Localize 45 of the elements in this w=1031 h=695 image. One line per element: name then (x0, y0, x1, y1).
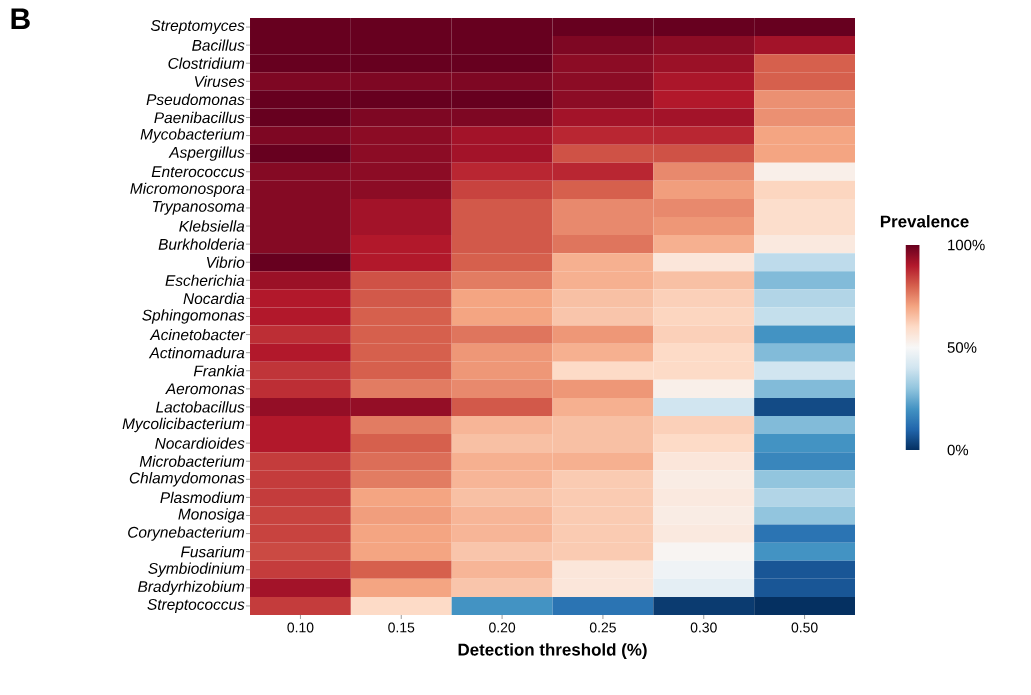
x-axis-title: Detection threshold (%) (458, 643, 647, 660)
y-tick-label: Acinetobacter (149, 328, 246, 341)
y-tick-label: Pseudomonas (146, 93, 245, 106)
y-tick-label: Mycolicibacterium (122, 417, 245, 433)
y-tick-label: Frankia (193, 365, 245, 377)
x-tick-label: 0.25 (589, 622, 616, 633)
y-tick-label: Symbiodinium (148, 562, 245, 577)
color-bar-label: 50% (947, 342, 977, 353)
text: B (11, 8, 30, 30)
y-tick-label: Monosiga (178, 508, 245, 523)
y-tick-label: Enterococcus (151, 166, 245, 178)
y-tick-label: Actinomadura (148, 347, 245, 359)
y-tick-label: Plasmodium (160, 491, 245, 504)
y-tick-label: Chlamydomonas (129, 472, 245, 487)
y-tick-label: Streptomyces (150, 20, 245, 35)
y-tick-label: Nocardioides (155, 437, 245, 449)
y-tick-label: Clostridium (168, 57, 245, 69)
y-tick-label: Escherichia (165, 274, 245, 286)
y-tick-label: Mycobacterium (140, 128, 245, 143)
y-tick-label: Fusarium (180, 546, 245, 558)
color-bar-title: Prevalence (880, 215, 969, 228)
x-tick-label: 0.50 (791, 622, 818, 633)
x-tick-label: 0.15 (388, 622, 415, 633)
y-tick-label: Bacillus (192, 39, 245, 51)
y-tick-label: Bradyrhizobium (138, 580, 245, 596)
y-tick-label: Streptococcus (147, 598, 245, 613)
y-tick-label: Viruses (194, 75, 245, 87)
y-tick-label: Klebsiella (179, 220, 245, 232)
y-tick-label: Micromonospora (130, 182, 245, 198)
y-tick-label: Paenibacillus (154, 111, 245, 124)
x-tick-label: 0.10 (287, 622, 314, 633)
x-tick-label: 0.20 (489, 622, 516, 633)
y-tick-label: Aeromonas (165, 383, 245, 395)
x-tick-label: 0.30 (690, 622, 717, 633)
y-tick-label: Microbacterium (139, 455, 245, 467)
y-tick-label: Aspergillus (168, 146, 245, 161)
y-tick-label: Vibrio (206, 256, 245, 268)
y-tick-label: Corynebacterium (128, 526, 245, 541)
y-tick-label: Burkholderia (158, 238, 245, 250)
y-tick-label: Trypanosoma (152, 201, 245, 215)
y-tick-label: Nocardia (183, 292, 245, 305)
color-bar-label: 0% (947, 444, 969, 456)
y-tick-label: Lactobacillus (156, 401, 245, 413)
color-bar-label: 100% (948, 239, 985, 251)
y-tick-label: Sphingomonas (142, 309, 245, 324)
